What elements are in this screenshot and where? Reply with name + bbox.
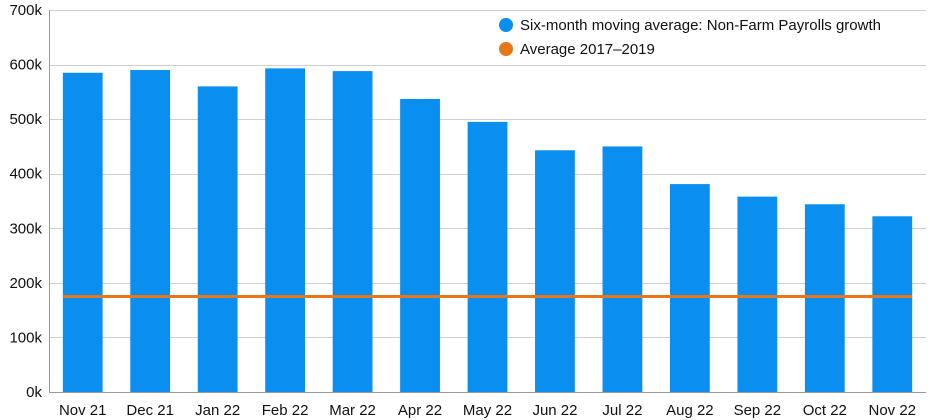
bar-jan-22 bbox=[197, 86, 238, 393]
legend-marker-moving-average bbox=[499, 18, 513, 32]
y-tick-label: 300k bbox=[9, 220, 42, 237]
axes: 0k 100k 200k 300k 400k 500k 600k 700k Nov 21 Dec … bbox=[9, 2, 926, 419]
x-tick-label: Feb 22 bbox=[262, 402, 309, 419]
y-tick-label: 400k bbox=[9, 166, 42, 183]
bar-may-22 bbox=[467, 121, 508, 392]
x-tick-label: Jan 22 bbox=[195, 402, 240, 419]
legend-label-moving-average: Six-month moving average: Non-Farm Payro… bbox=[520, 17, 881, 34]
x-tick-label: Apr 22 bbox=[398, 402, 442, 419]
y-tick-label: 0k bbox=[26, 384, 42, 401]
x-tick-label: Jul 22 bbox=[602, 402, 642, 419]
x-tick-label: Nov 22 bbox=[869, 402, 917, 419]
x-tick-label: Dec 21 bbox=[126, 402, 174, 419]
legend-marker-average-2017-2019 bbox=[499, 42, 513, 56]
bar-nov-21 bbox=[62, 72, 103, 392]
bar-oct-22 bbox=[804, 204, 845, 392]
x-tick-label: Oct 22 bbox=[803, 402, 847, 419]
bar-apr-22 bbox=[400, 98, 440, 393]
y-tick-label: 200k bbox=[9, 275, 42, 292]
x-tick-label: Nov 21 bbox=[59, 402, 107, 419]
bar-sep-22 bbox=[737, 196, 778, 392]
x-tick-label: Sep 22 bbox=[734, 402, 782, 419]
y-tick-label: 100k bbox=[9, 329, 42, 346]
x-tick-label: May 22 bbox=[463, 402, 512, 419]
bar-jul-22 bbox=[602, 146, 643, 392]
x-tick-label: Mar 22 bbox=[329, 402, 376, 419]
bar-nov-22 bbox=[872, 216, 913, 392]
y-tick-label: 600k bbox=[9, 57, 42, 74]
x-tick-label: Jun 22 bbox=[532, 402, 577, 419]
bar-mar-22 bbox=[332, 71, 373, 393]
bar-aug-22 bbox=[669, 184, 710, 392]
legend-label-average-2017-2019: Average 2017–2019 bbox=[520, 41, 655, 58]
legend: Six-month moving average: Non-Farm Payro… bbox=[499, 17, 881, 58]
y-tick-label: 700k bbox=[9, 2, 42, 19]
y-tick-label: 500k bbox=[9, 111, 42, 128]
bar-jun-22 bbox=[535, 150, 575, 392]
bar-dec-21 bbox=[130, 70, 171, 393]
x-tick-label: Aug 22 bbox=[666, 402, 714, 419]
bar-feb-22 bbox=[265, 68, 306, 393]
bar-series bbox=[62, 68, 913, 393]
